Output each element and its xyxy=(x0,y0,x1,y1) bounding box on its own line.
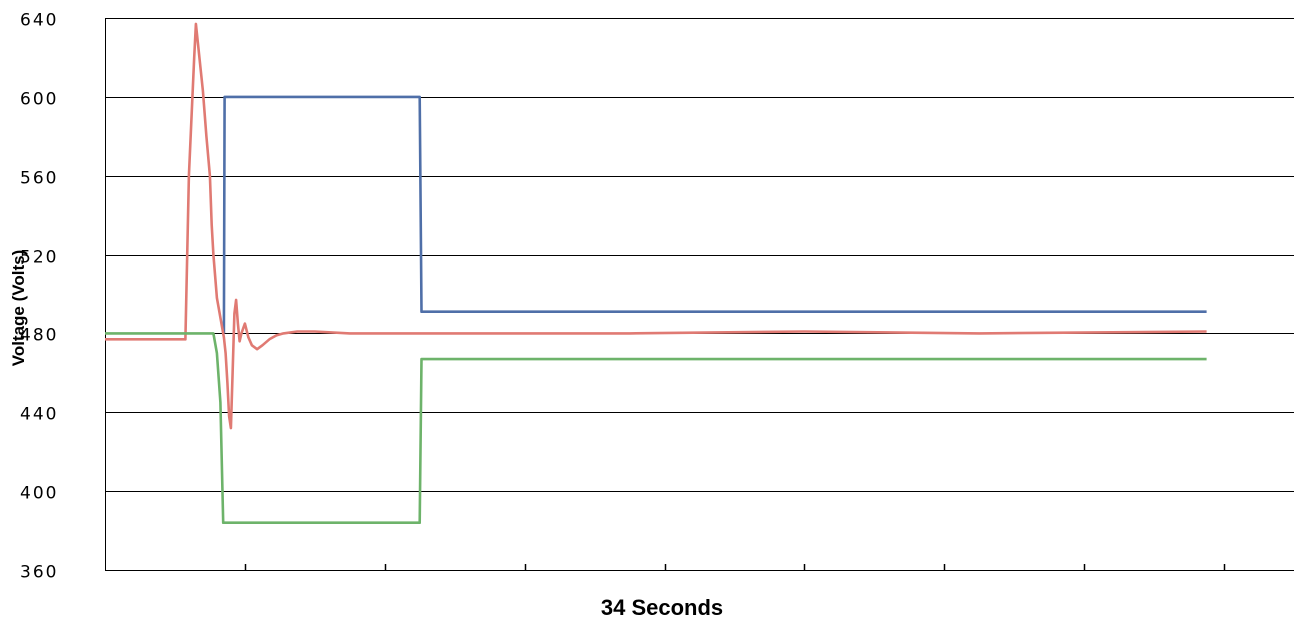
series-lines xyxy=(105,22,1207,525)
y-tick-label: 640 xyxy=(20,11,58,31)
x-axis-title: 34 Seconds xyxy=(601,595,723,619)
y-tick-label: 560 xyxy=(20,169,58,189)
y-tick-label: 480 xyxy=(20,326,58,346)
series-line-3 xyxy=(105,332,1207,525)
grid-lines xyxy=(105,18,1294,571)
series-line-1 xyxy=(222,95,1207,334)
y-tick-label: 440 xyxy=(20,405,58,425)
x-axis-ticks xyxy=(244,564,1226,570)
series-line-2 xyxy=(105,22,1207,430)
y-tick-label: 400 xyxy=(20,484,58,504)
y-axis-title: Voltage (Volts) xyxy=(9,250,28,367)
y-tick-label: 520 xyxy=(20,248,58,268)
y-tick-label: 600 xyxy=(20,90,58,110)
y-tick-labels: 360 400 440 480 520 560 600 640 xyxy=(20,11,58,583)
y-tick-label: 360 xyxy=(20,563,58,583)
